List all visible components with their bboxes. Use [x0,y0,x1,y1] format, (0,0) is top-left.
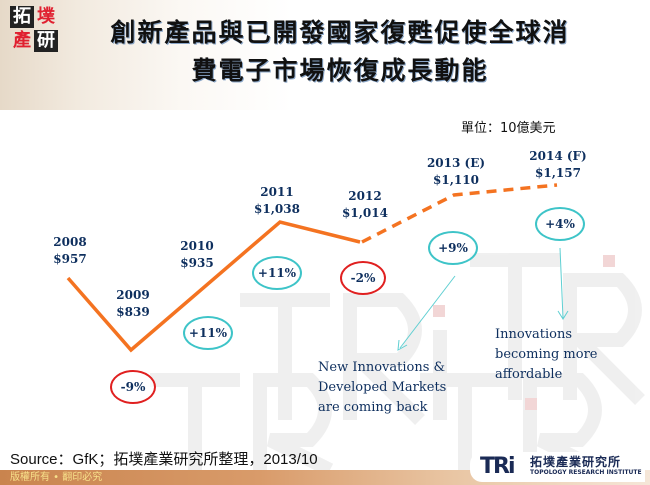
annotation-arrow-1 [397,275,456,351]
title-line-1: 創新產品與已開發國家復甦促使全球消 [110,18,570,47]
note-line: becoming more [495,347,598,362]
data-label-2008: 2008 $957 [50,234,90,268]
brand-cn: 拓墣產業研究所 [530,455,622,469]
note-line: are coming back [318,400,428,415]
logo-char: 產 [13,30,31,51]
growth-badge-2013: +9% [428,231,478,265]
tri-mark: TRi [480,454,515,479]
value-label: $1,014 [342,206,388,220]
data-label-2010: 2010 $935 [175,238,219,272]
data-label-2011: 2011 $1,038 [250,184,304,218]
value-label: $1,157 [535,166,581,180]
logo-char: 拓 [10,6,34,28]
value-label: $1,038 [254,202,300,216]
note-line: Developed Markets [318,380,447,395]
value-label: $935 [180,256,214,270]
tri-logo-badge: 拓 墣 產 研 [10,6,62,54]
source-text: Source：GfK；拓墣產業研究所整理，2013/10 [10,451,318,468]
page-title: 創新產品與已開發國家復甦促使全球消 費電子市場恢復成長動能 [100,14,580,90]
data-label-2014: 2014 (F) $1,157 [526,148,590,182]
annotation-note-1: New Innovations & Developed Markets are … [318,358,446,418]
year-label: 2011 [260,185,294,199]
title-line-2: 費電子市場恢復成長動能 [191,56,489,85]
growth-badge-2010: +11% [183,316,233,350]
actual-line [66,220,361,353]
logo-char: 墣 [37,6,55,27]
year-label: 2009 [116,288,150,302]
year-label: 2008 [53,235,87,249]
copyright-text: 版權所有 • 翻印必究 [10,472,103,483]
year-label: 2013 (E) [426,156,486,170]
growth-badge-2014: +4% [535,207,585,241]
logo-char: 研 [34,30,58,52]
forecast-dashed-line [361,183,558,244]
year-label: 2012 [348,189,382,203]
tri-brand-logo: TRi 拓墣產業研究所 TOPOLOGY RESEARCH INSTITUTE [470,452,645,482]
header-background [0,0,650,110]
data-label-2009: 2009 $839 [113,287,153,321]
note-line: New Innovations & [318,360,446,375]
brand-mark-text: TRi [480,454,515,479]
note-line: Innovations [495,327,573,342]
value-label: $957 [53,252,87,266]
annotation-arrow-2 [557,247,569,320]
data-label-2012: 2012 $1,014 [338,188,392,222]
growth-badge-2012: -2% [340,261,386,295]
data-label-2013: 2013 (E) $1,110 [424,155,488,189]
value-label: $839 [116,305,150,319]
value-label: $1,110 [433,173,479,187]
growth-badge-2011: +11% [252,256,302,290]
annotation-note-2: Innovations becoming more affordable [495,325,598,385]
note-line: affordable [495,367,563,382]
brand-en: TOPOLOGY RESEARCH INSTITUTE [530,469,642,476]
year-label: 2010 [180,239,214,253]
growth-badge-2009: -9% [110,370,156,404]
unit-label: 單位：10億美元 [461,121,556,136]
year-label: 2014 (F) [529,149,587,163]
